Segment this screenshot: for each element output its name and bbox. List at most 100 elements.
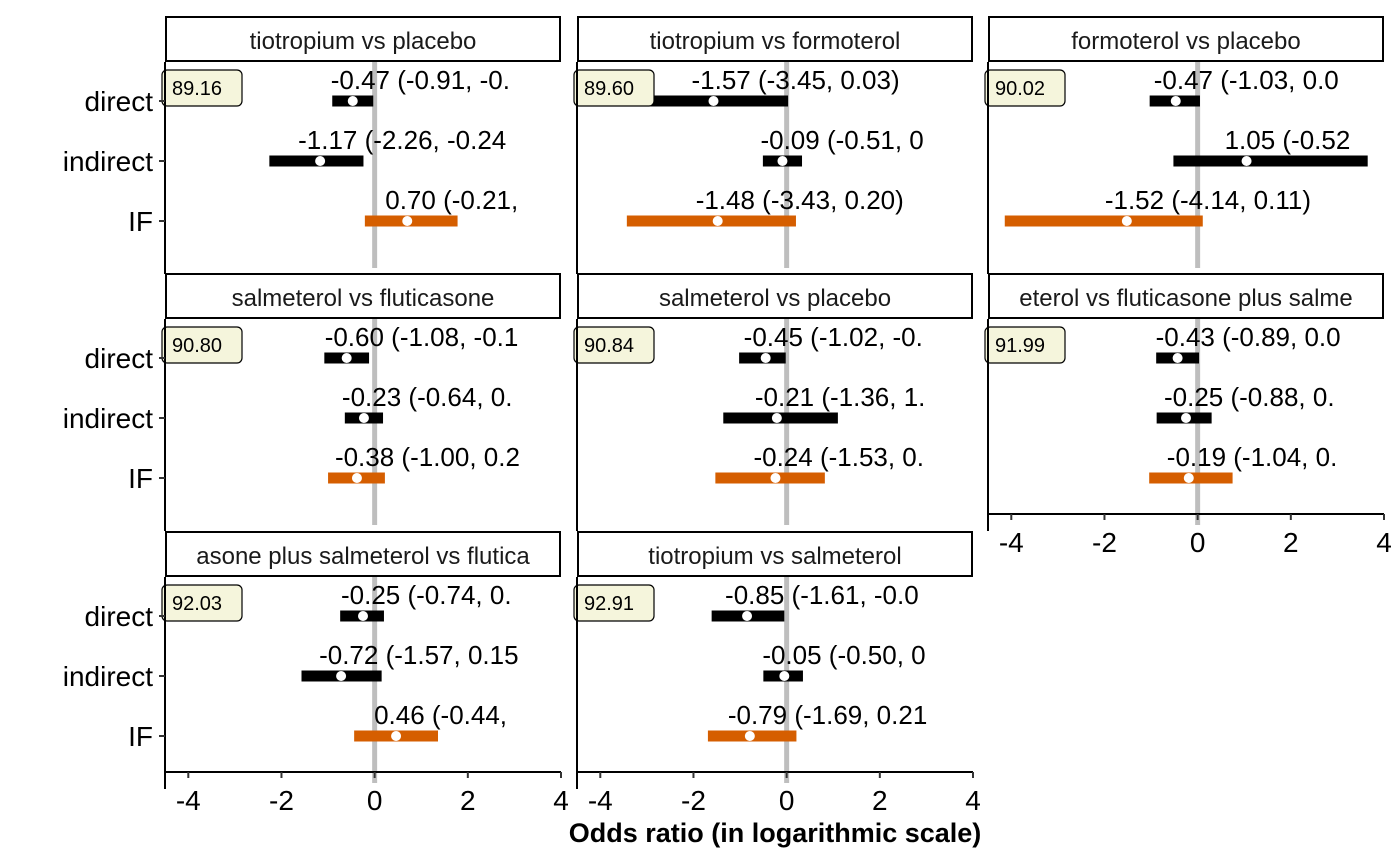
badge-text: 89.60: [584, 78, 634, 100]
x-tick-label: -2: [681, 785, 706, 816]
x-tick-label: 0: [1190, 527, 1206, 558]
y-tick-label: IF: [128, 463, 153, 494]
x-tick-label: 4: [965, 785, 981, 816]
point-estimate: [1170, 96, 1181, 106]
x-tick-label: -4: [176, 785, 201, 816]
panel-title: asone plus salmeterol vs flutica: [196, 543, 530, 570]
panel-title: eterol vs fluticasone plus salme: [1019, 285, 1353, 312]
panel-title: formoterol vs placebo: [1071, 28, 1300, 55]
data-label: -0.60 (-1.08, -0.1: [325, 322, 519, 352]
y-tick-label: IF: [128, 206, 153, 237]
data-label: -0.79 (-1.69, 0.21: [728, 700, 927, 730]
panel-plot: -0.47 (-1.03, 0.0 1.05 (-0.52 -1.52 (-4.14…: [1004, 62, 1368, 268]
point-estimate: [1241, 156, 1252, 166]
badge-box: [161, 326, 243, 364]
point-estimate: [391, 731, 402, 741]
panel-title: tiotropium vs placebo: [250, 28, 477, 55]
point-estimate: [351, 473, 362, 483]
x-tick-label: 4: [1376, 527, 1392, 558]
badge-box: [573, 326, 655, 364]
strip-box: [577, 273, 973, 319]
strip-box: [577, 16, 973, 62]
panel-plot: -1.57 (-3.45, 0.03) -0.09 (-0.51, 0 -1.48 …: [625, 62, 924, 268]
point-estimate: [347, 96, 358, 106]
badge-text: 90.84: [584, 335, 634, 357]
x-tick-label: 4: [553, 785, 569, 816]
y-tick-label: direct: [85, 86, 154, 117]
data-label: -0.23 (-0.64, 0.: [342, 382, 513, 412]
panel-plot: -0.60 (-1.08, -0.1 -0.23 (-0.64, 0. -0.38 …: [324, 319, 520, 525]
data-label: -0.72 (-1.57, 0.15: [319, 640, 518, 670]
badge: 90.80: [161, 326, 243, 364]
x-tick-label: -4: [588, 785, 613, 816]
data-label: -0.25 (-0.74, 0.: [341, 580, 512, 610]
data-label: -1.52 (-4.14, 0.11): [1105, 185, 1311, 215]
data-label: -0.24 (-1.53, 0.: [753, 442, 924, 472]
panel-title: tiotropium vs salmeterol: [648, 543, 901, 570]
data-label: -0.85 (-1.61, -0.0: [725, 580, 919, 610]
point-estimate: [315, 156, 326, 166]
y-tick-label: direct: [85, 343, 154, 374]
point-estimate: [779, 671, 790, 681]
data-label: -0.21 (-1.36, 1.: [755, 382, 926, 412]
point-estimate: [358, 413, 369, 423]
badge-box: [573, 69, 655, 107]
x-tick-label: -2: [269, 785, 294, 816]
panel: tiotropium vs placebo -0.47 (-0.91, -0. -1…: [63, 16, 561, 274]
point-estimate: [708, 96, 719, 106]
badge-box: [573, 584, 655, 622]
point-estimate: [1183, 473, 1194, 483]
point-estimate: [1181, 413, 1191, 423]
data-label: 0.46 (-0.44,: [374, 700, 507, 730]
point-estimate: [336, 671, 347, 681]
strip-box: [988, 16, 1384, 62]
data-label: -0.43 (-0.89, 0.0: [1156, 322, 1341, 352]
panel-plot: -0.25 (-0.74, 0. -0.72 (-1.57, 0.15 0.46 (…: [301, 577, 519, 783]
data-label: -0.05 (-0.50, 0: [762, 640, 925, 670]
badge-box: [161, 69, 243, 107]
y-tick-label: IF: [128, 721, 153, 752]
panel-title: salmeterol vs fluticasone: [232, 285, 495, 312]
point-estimate: [770, 473, 781, 483]
x-tick-label: 2: [872, 785, 888, 816]
point-estimate: [777, 156, 788, 166]
y-tick-label: indirect: [63, 661, 153, 692]
point-estimate: [742, 611, 753, 621]
point-estimate: [771, 413, 782, 423]
data-label: -0.47 (-1.03, 0.0: [1154, 65, 1339, 95]
panel-plot: -0.43 (-0.89, 0.0 -0.25 (-0.88, 0. -0.19 (…: [1149, 319, 1341, 525]
badge: 89.16: [161, 69, 243, 107]
panel-title: tiotropium vs formoterol: [650, 28, 901, 55]
data-label: -0.09 (-0.51, 0: [760, 125, 923, 155]
badge-text: 90.80: [172, 335, 222, 357]
point-estimate: [744, 731, 755, 741]
data-label: -0.25 (-0.88, 0.: [1164, 382, 1335, 412]
y-tick-label: indirect: [63, 403, 153, 434]
panel-title: salmeterol vs placebo: [659, 285, 891, 312]
panel: asone plus salmeterol vs flutica -0.25 (-…: [63, 531, 569, 816]
badge-box: [984, 69, 1066, 107]
y-tick-label: indirect: [63, 146, 153, 177]
x-tick-label: 2: [1283, 527, 1299, 558]
strip-box: [165, 531, 561, 577]
point-estimate: [341, 353, 352, 363]
badge: 90.84: [573, 326, 655, 364]
badge-text: 91.99: [995, 335, 1045, 357]
point-estimate: [402, 216, 413, 226]
badge: 90.02: [984, 69, 1066, 107]
badge-box: [161, 584, 243, 622]
data-label: -1.48 (-3.43, 0.20): [696, 185, 904, 215]
point-estimate: [760, 353, 771, 363]
x-axis-title: Odds ratio (in logarithmic scale): [568, 818, 982, 848]
panel: eterol vs fluticasone plus salme -0.43 (-…: [984, 273, 1392, 558]
data-label: -0.45 (-1.02, -0.: [744, 322, 923, 352]
panel: salmeterol vs fluticasone -0.60 (-1.08, -…: [63, 273, 561, 531]
x-tick-label: 0: [367, 785, 383, 816]
panel: salmeterol vs placebo -0.45 (-1.02, -0. -0…: [573, 273, 973, 531]
badge-text: 89.16: [172, 78, 222, 100]
data-label: 0.70 (-0.21,: [385, 185, 518, 215]
data-label: 1.05 (-0.52: [1225, 125, 1351, 155]
badge-box: [984, 326, 1066, 364]
x-tick-label: -2: [1092, 527, 1117, 558]
